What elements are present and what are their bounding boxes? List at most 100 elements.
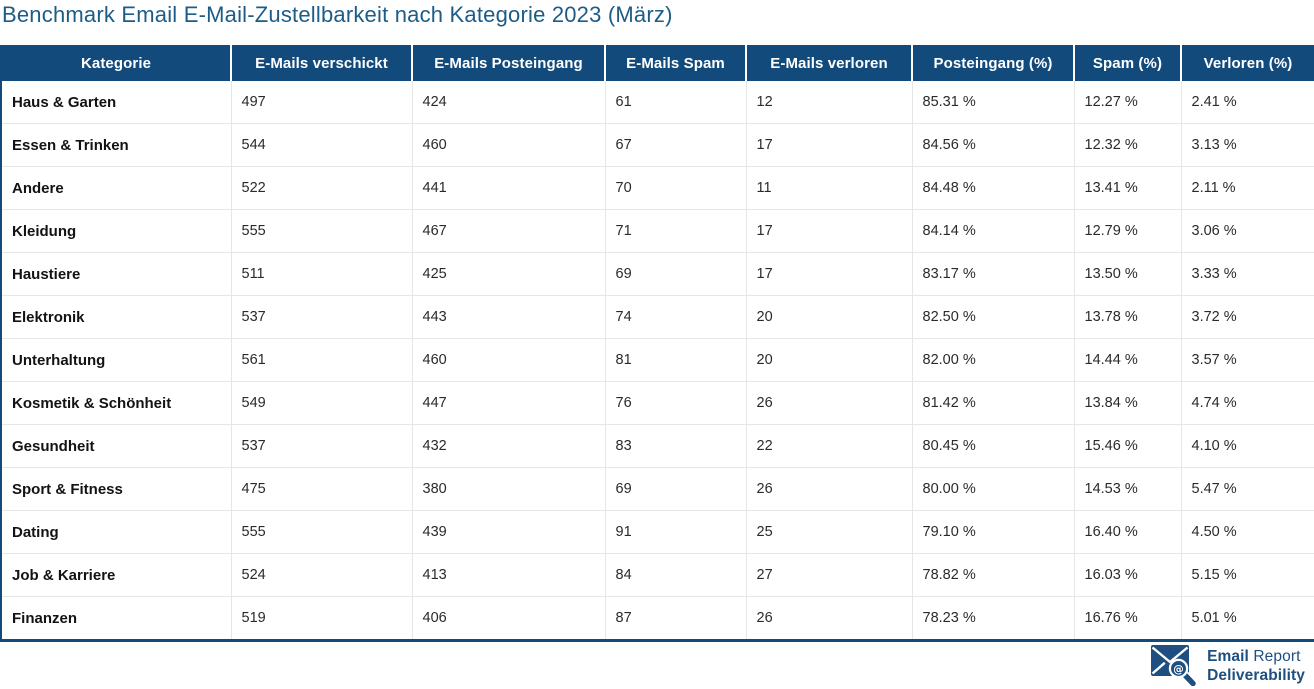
value-cell: 12.79 %: [1074, 209, 1182, 253]
column-header: Spam (%): [1074, 45, 1182, 81]
value-cell: 555: [231, 510, 413, 554]
table-row: Haus & Garten 497 424 61 12 85.31 % 12.27 % 2.4…: [1, 81, 1314, 124]
value-cell: 14.53 %: [1074, 467, 1182, 511]
value-cell: 13.78 %: [1074, 295, 1182, 339]
value-cell: 71: [605, 209, 747, 253]
envelope-magnifier-icon: @: [1151, 645, 1198, 686]
value-cell: 432: [412, 424, 606, 468]
value-cell: 425: [412, 252, 606, 296]
value-cell: 79.10 %: [912, 510, 1075, 554]
value-cell: 26: [746, 467, 913, 511]
value-cell: 12: [746, 81, 913, 124]
value-cell: 4.10 %: [1181, 424, 1314, 468]
table-row: Job & Karriere 524 413 84 27 78.82 % 16.03 % 5.…: [1, 553, 1314, 597]
table-row: Gesundheit 537 432 83 22 80.45 % 15.46 % 4.10 %: [1, 424, 1314, 468]
value-cell: 22: [746, 424, 913, 468]
value-cell: 537: [231, 295, 413, 339]
column-header: Posteingang (%): [912, 45, 1075, 81]
value-cell: 61: [605, 81, 747, 124]
brand-logo-line1: Email Report: [1207, 647, 1305, 666]
value-cell: 78.23 %: [912, 596, 1075, 641]
value-cell: 81.42 %: [912, 381, 1075, 425]
value-cell: 443: [412, 295, 606, 339]
column-header: Kategorie: [1, 45, 232, 81]
value-cell: 69: [605, 467, 747, 511]
value-cell: 4.74 %: [1181, 381, 1314, 425]
value-cell: 16.03 %: [1074, 553, 1182, 597]
category-cell: Dating: [1, 510, 232, 554]
value-cell: 3.57 %: [1181, 338, 1314, 382]
value-cell: 16.76 %: [1074, 596, 1182, 641]
value-cell: 519: [231, 596, 413, 641]
value-cell: 13.41 %: [1074, 166, 1182, 210]
table-row: Andere 522 441 70 11 84.48 % 13.41 % 2.11 %: [1, 166, 1314, 210]
category-cell: Unterhaltung: [1, 338, 232, 382]
table-row: Elektronik 537 443 74 20 82.50 % 13.78 % 3.72 %: [1, 295, 1314, 339]
table-row: Kleidung 555 467 71 17 84.14 % 12.79 % 3.06 %: [1, 209, 1314, 253]
category-cell: Job & Karriere: [1, 553, 232, 597]
value-cell: 3.33 %: [1181, 252, 1314, 296]
table-row: Sport & Fitness 475 380 69 26 80.00 % 14.53 % 5…: [1, 467, 1314, 511]
table-header-row: Kategorie E-Mails verschickt E-Mails Poste…: [1, 45, 1314, 81]
value-cell: 70: [605, 166, 747, 210]
value-cell: 5.01 %: [1181, 596, 1314, 641]
value-cell: 27: [746, 553, 913, 597]
value-cell: 12.27 %: [1074, 81, 1182, 124]
value-cell: 91: [605, 510, 747, 554]
value-cell: 84.48 %: [912, 166, 1075, 210]
category-cell: Haus & Garten: [1, 81, 232, 124]
value-cell: 439: [412, 510, 606, 554]
value-cell: 84.56 %: [912, 123, 1075, 167]
value-cell: 380: [412, 467, 606, 511]
value-cell: 80.45 %: [912, 424, 1075, 468]
table-row: Unterhaltung 561 460 81 20 82.00 % 14.44 % 3.57…: [1, 338, 1314, 382]
value-cell: 17: [746, 209, 913, 253]
value-cell: 475: [231, 467, 413, 511]
value-cell: 406: [412, 596, 606, 641]
value-cell: 3.06 %: [1181, 209, 1314, 253]
value-cell: 20: [746, 295, 913, 339]
value-cell: 13.50 %: [1074, 252, 1182, 296]
column-header: Verloren (%): [1181, 45, 1314, 81]
value-cell: 83: [605, 424, 747, 468]
value-cell: 84.14 %: [912, 209, 1075, 253]
benchmark-table: Kategorie E-Mails verschickt E-Mails Poste…: [0, 45, 1314, 642]
value-cell: 460: [412, 338, 606, 382]
value-cell: 2.11 %: [1181, 166, 1314, 210]
value-cell: 74: [605, 295, 747, 339]
value-cell: 5.47 %: [1181, 467, 1314, 511]
value-cell: 82.50 %: [912, 295, 1075, 339]
value-cell: 15.46 %: [1074, 424, 1182, 468]
column-header: E-Mails Spam: [605, 45, 747, 81]
table-row: Haustiere 511 425 69 17 83.17 % 13.50 % 3.33 %: [1, 252, 1314, 296]
value-cell: 5.15 %: [1181, 553, 1314, 597]
category-cell: Essen & Trinken: [1, 123, 232, 167]
page-title: Benchmark Email E-Mail-Zustellbarkeit na…: [2, 2, 673, 27]
brand-logo-line2: Deliverability: [1207, 666, 1305, 684]
category-cell: Haustiere: [1, 252, 232, 296]
value-cell: 85.31 %: [912, 81, 1075, 124]
value-cell: 555: [231, 209, 413, 253]
brand-logo-report: Report: [1253, 647, 1301, 665]
table-row: Essen & Trinken 544 460 67 17 84.56 % 12.32 % 3…: [1, 123, 1314, 167]
category-cell: Elektronik: [1, 295, 232, 339]
value-cell: 524: [231, 553, 413, 597]
value-cell: 3.13 %: [1181, 123, 1314, 167]
brand-logo: @ Email Report Deliverability: [1151, 645, 1305, 686]
table-row: Finanzen 519 406 87 26 78.23 % 16.76 % 5.01 %: [1, 596, 1314, 641]
value-cell: 16.40 %: [1074, 510, 1182, 554]
column-header: E-Mails verloren: [746, 45, 913, 81]
value-cell: 2.41 %: [1181, 81, 1314, 124]
value-cell: 20: [746, 338, 913, 382]
value-cell: 25: [746, 510, 913, 554]
value-cell: 497: [231, 81, 413, 124]
value-cell: 69: [605, 252, 747, 296]
value-cell: 26: [746, 381, 913, 425]
value-cell: 413: [412, 553, 606, 597]
value-cell: 447: [412, 381, 606, 425]
value-cell: 544: [231, 123, 413, 167]
value-cell: 26: [746, 596, 913, 641]
value-cell: 82.00 %: [912, 338, 1075, 382]
category-cell: Andere: [1, 166, 232, 210]
value-cell: 3.72 %: [1181, 295, 1314, 339]
